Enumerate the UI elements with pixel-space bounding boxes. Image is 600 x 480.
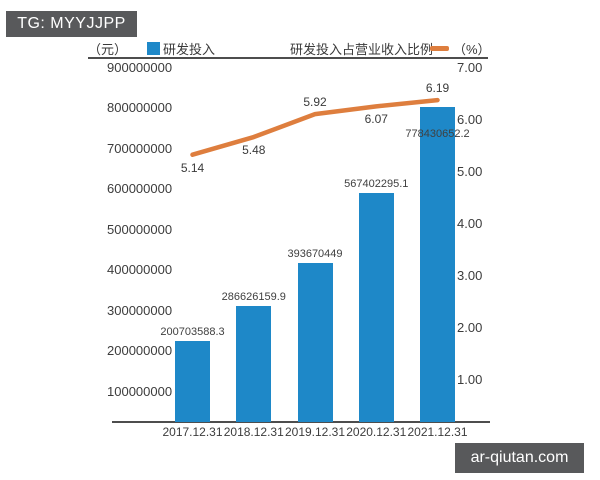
bar-value-label: 778430652.2 (405, 128, 470, 141)
right-axis-tick-label: 4.00 (457, 216, 483, 231)
line-value-label: 5.14 (180, 160, 205, 175)
tg-badge-text: TG: MYYJJPP (17, 15, 126, 32)
x-axis-label: 2019.12.31 (284, 425, 346, 439)
left-axis-tick-label: 600000000 (107, 181, 173, 197)
x-axis-label: 2021.12.31 (407, 425, 468, 439)
bar (358, 192, 394, 422)
line-value-label: 6.19 (425, 81, 450, 96)
plot-top-border (88, 57, 488, 59)
right-axis-tick-label: 6.00 (457, 112, 483, 127)
line-value-label: 6.07 (364, 112, 388, 127)
left-axis-tick-label: 400000000 (107, 262, 173, 278)
x-axis-line (112, 421, 490, 423)
left-axis-tick-label: 700000000 (107, 140, 173, 156)
line-value-label: 5.48 (242, 143, 266, 158)
bar (175, 340, 210, 422)
bar-value-label: 200703588.3 (160, 325, 225, 338)
left-axis-unit-label: （元） (88, 42, 128, 57)
tg-badge: TG: MYYJJPP (6, 11, 137, 37)
right-axis-tick-label: 2.00 (457, 320, 483, 335)
bar-value-label: 567402295.1 (344, 177, 409, 190)
bar-legend-swatch-icon (147, 42, 160, 55)
bar-value-label: 286626159.9 (221, 291, 286, 304)
right-axis-tick-label: 7.00 (457, 60, 483, 75)
left-axis-tick-label: 800000000 (107, 100, 173, 116)
right-axis-tick-label: 3.00 (457, 268, 483, 283)
right-axis-tick-label: 5.00 (457, 164, 483, 179)
right-axis-unit-label: （%） (453, 42, 491, 57)
bar (420, 107, 455, 422)
x-axis-label: 2020.12.31 (346, 425, 407, 439)
left-axis-tick-label: 900000000 (107, 60, 173, 75)
line-value-label: 5.92 (303, 95, 327, 110)
left-axis-tick-label: 200000000 (107, 343, 173, 359)
site-watermark-text: ar-qiutan.com (470, 449, 569, 466)
left-axis-tick-label: 500000000 (107, 221, 173, 237)
bar-value-label: 393670449 (287, 247, 343, 260)
bar-legend-label: 研发投入 (163, 42, 216, 57)
right-axis-tick-label: 1.00 (457, 372, 483, 387)
bar (236, 306, 272, 422)
x-axis-label: 2018.12.31 (223, 425, 284, 439)
bar (297, 262, 333, 422)
line-legend-swatch-icon (430, 46, 449, 51)
left-axis-tick-label: 300000000 (107, 302, 173, 318)
left-axis-tick-label: 100000000 (107, 383, 173, 399)
x-axis-label: 2017.12.31 (162, 425, 223, 439)
site-watermark: ar-qiutan.com (455, 443, 584, 473)
line-legend-label: 研发投入占营业收入比例 (290, 42, 434, 57)
